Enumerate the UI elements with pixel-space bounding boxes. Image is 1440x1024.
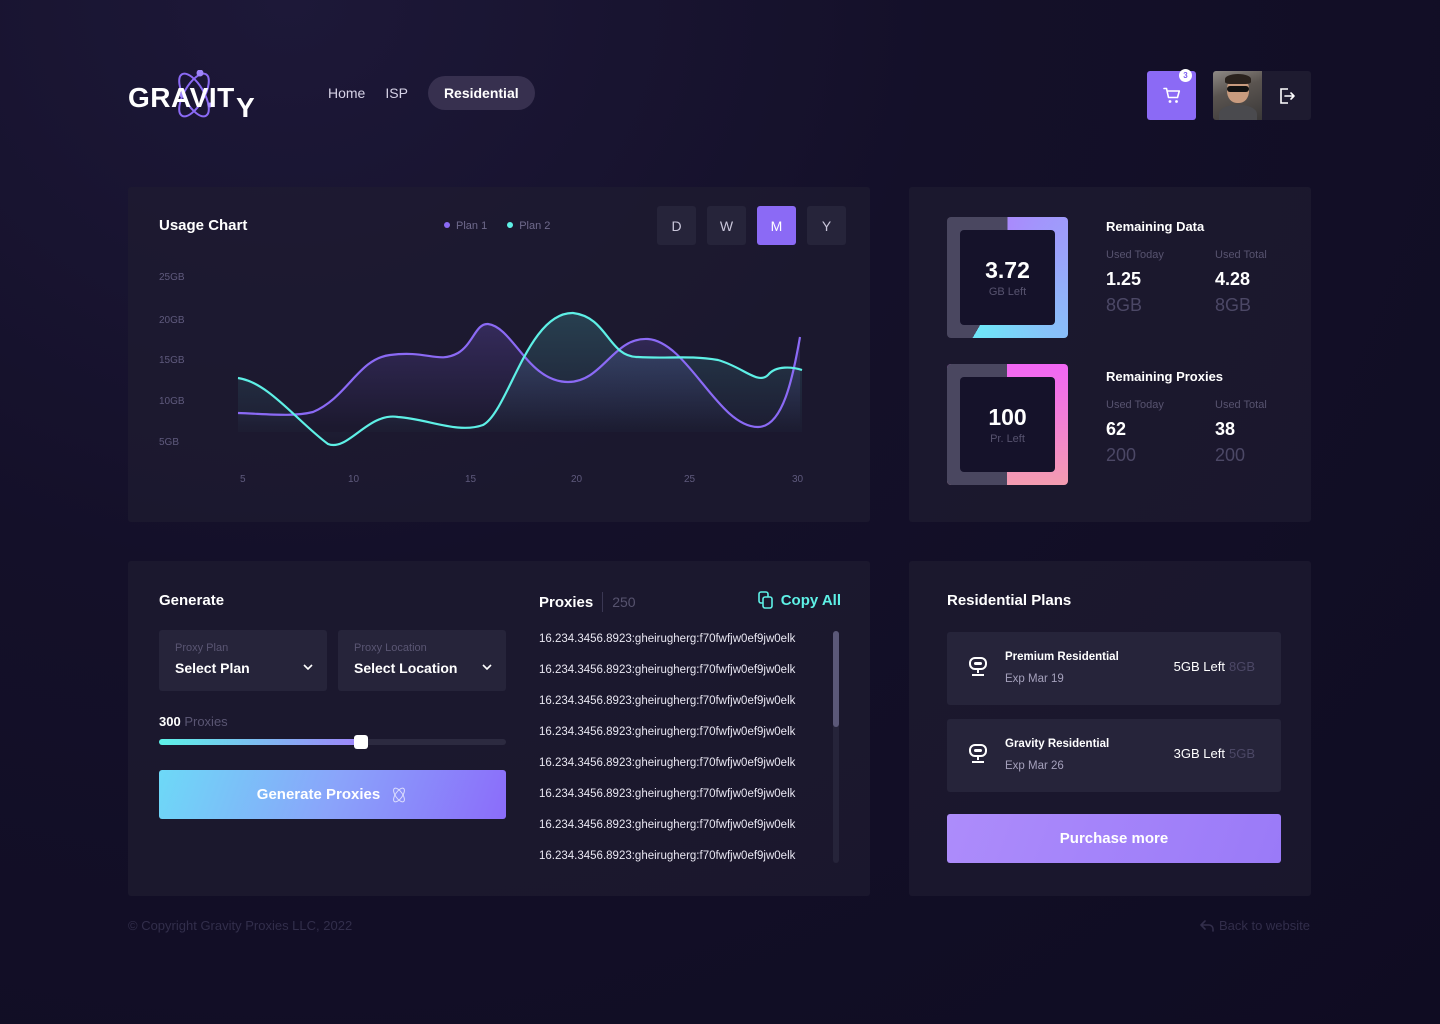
proxy-item[interactable]: 16.234.3456.8923:gheirugherg:f70fwfjw0ef… [539,819,796,831]
proxy-list: 16.234.3456.8923:gheirugherg:f70fwfjw0ef… [539,633,795,881]
proxies-used-total: 38 [1215,419,1236,439]
logo[interactable]: GRAVIT Y [128,70,258,123]
proxy-plan-select[interactable]: Proxy Plan Select Plan [159,630,327,691]
back-to-website-link[interactable]: Back to website [1200,918,1310,933]
main-nav: Home ISP Residential [318,76,535,110]
proxy-item[interactable]: 16.234.3456.8923:gheirugherg:f70fwfjw0ef… [539,850,796,862]
logout-button[interactable] [1262,71,1311,120]
residential-plans-panel: Residential Plans Premium Residential Ex… [909,561,1311,896]
proxy-item[interactable]: 16.234.3456.8923:gheirugherg:f70fwfjw0ef… [539,757,796,769]
range-month-button[interactable]: M [757,206,796,245]
robot-icon [969,744,987,763]
remaining-panel: 3.72 GB Left Remaining Data Used Today 1… [909,187,1311,522]
remaining-data-stats: Remaining Data Used Today 1.25 8GB Used … [1106,219,1324,316]
remaining-proxies-title: Remaining Proxies [1106,369,1224,384]
data-used-total: 4.28 [1215,269,1251,289]
proxy-item[interactable]: 16.234.3456.8923:gheirugherg:f70fwfjw0ef… [539,664,796,676]
usage-line-chart [237,311,803,447]
data-gauge-label: GB Left [988,286,1027,298]
range-selector: D W M Y [657,206,846,245]
robot-icon [969,657,987,676]
chevron-down-icon [482,664,492,670]
logout-icon [1279,87,1295,104]
proxy-item[interactable]: 16.234.3456.8923:gheirugherg:f70fwfjw0ef… [539,633,796,645]
range-week-button[interactable]: W [707,206,746,245]
nav-residential[interactable]: Residential [427,76,535,110]
purchase-more-button[interactable]: Purchase more [947,814,1281,863]
generate-title: Generate [159,592,225,609]
logo-text: GRAVIT [128,82,235,113]
proxy-count-slider[interactable] [159,735,506,749]
plans-title: Residential Plans [947,592,1072,609]
proxy-item[interactable]: 16.234.3456.8923:gheirugherg:f70fwfjw0ef… [539,695,796,707]
proxy-location-select[interactable]: Proxy Location Select Location [338,630,506,691]
user-group [1213,71,1311,120]
proxies-gauge-value: 100 [988,404,1027,430]
remaining-proxies-stats: Remaining Proxies Used Today 62 200 Used… [1106,369,1324,466]
proxy-item[interactable]: 16.234.3456.8923:gheirugherg:f70fwfjw0ef… [539,788,796,800]
copy-icon [757,591,773,609]
proxies-used-today: 62 [1106,419,1127,439]
header-actions: 3 [1147,69,1311,120]
copy-all-button[interactable]: Copy All [757,591,841,609]
atom-logo-icon [178,70,213,118]
range-day-button[interactable]: D [657,206,696,245]
range-year-button[interactable]: Y [807,206,846,245]
plan-card[interactable]: Premium Residential Exp Mar 19 5GB Left 8… [947,632,1281,705]
usage-chart-panel: Usage Chart Plan 1 Plan 2 D W M Y 25GB 2… [128,187,870,522]
cart-icon [1162,87,1180,103]
cart-count-badge: 3 [1179,69,1192,82]
proxies-gauge: 100 Pr. Left [947,364,1068,485]
generate-panel: Generate Proxy Plan Select Plan Proxy Lo… [128,561,870,896]
logo-y: Y [236,92,255,123]
data-gauge: 3.72 GB Left [947,217,1068,338]
footer-copyright: © Copyright Gravity Proxies LLC, 2022 [128,918,353,933]
proxy-list-scrollbar[interactable] [833,631,839,863]
avatar[interactable] [1213,71,1262,120]
proxies-header: Proxies 250 [539,592,636,612]
back-arrow-icon [1200,919,1214,932]
data-gauge-value: 3.72 [985,257,1030,283]
nav-home[interactable]: Home [328,85,366,101]
slider-thumb[interactable] [354,735,368,749]
legend-plan-2: Plan 2 [507,220,550,232]
scrollbar-thumb[interactable] [833,631,839,727]
chevron-down-icon [303,664,313,670]
plan-card[interactable]: Gravity Residential Exp Mar 26 3GB Left 5… [947,719,1281,792]
cart-button[interactable]: 3 [1147,69,1196,120]
proxies-count: 250 [612,594,636,610]
legend-plan-1: Plan 1 [444,220,487,232]
atom-icon [393,787,406,802]
slider-label: 300 Proxies [159,714,228,729]
header: GRAVIT Y Home ISP Residential 3 [128,68,1311,123]
usage-chart-title: Usage Chart [159,217,248,234]
proxy-item[interactable]: 16.234.3456.8923:gheirugherg:f70fwfjw0ef… [539,726,796,738]
generate-proxies-button[interactable]: Generate Proxies [159,770,506,819]
nav-isp[interactable]: ISP [385,85,408,101]
chart-legend: Plan 1 Plan 2 [444,220,550,232]
remaining-data-title: Remaining Data [1106,219,1205,234]
proxies-gauge-label: Pr. Left [990,433,1025,445]
data-used-today: 1.25 [1106,269,1142,289]
